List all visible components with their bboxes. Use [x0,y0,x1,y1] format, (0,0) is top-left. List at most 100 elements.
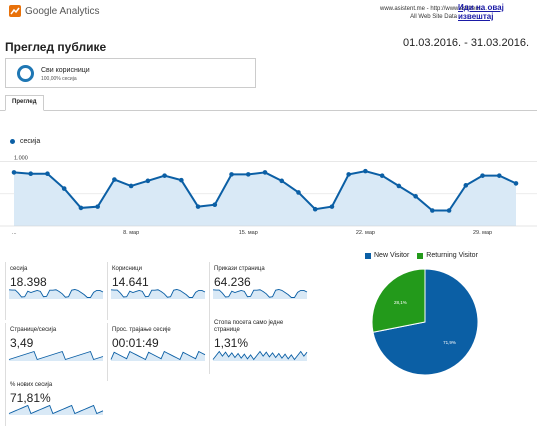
top-bar: Google Analytics www.asistent.me - http:… [0,0,537,24]
metric-name: сесија [10,266,28,272]
data-point [480,173,485,178]
sparkline [212,350,308,361]
data-point [78,205,84,211]
data-point [195,204,201,209]
metric-bounce-rate[interactable]: Стопа посета само једне странице 1,31% [209,316,308,374]
metric-value: 18.398 [10,275,47,289]
sparkline-area [9,351,103,361]
pie-slice [371,268,426,333]
metric-value: 1,31% [214,336,249,350]
data-point [128,183,134,189]
x-tick-label: 8. мар [123,230,139,236]
site-view: All Web Site Data [410,14,457,20]
logo-text: Google Analytics [25,5,100,17]
sparkline [8,289,104,299]
data-point [363,168,368,174]
data-point [245,172,251,177]
sparkline-area [111,351,205,361]
sparkline-line [212,289,308,298]
segment-card[interactable]: Сви корисници 100,00% сесија [5,58,256,88]
sparkline-line [8,404,104,415]
sparkline-line [8,289,104,298]
pie-legend-returning: Returning Visitor [426,252,478,259]
logo: Google Analytics [9,5,100,17]
data-point [346,172,351,177]
x-tick-label: 15. мар [239,230,258,236]
x-tick-label: ... [12,230,17,236]
data-point [95,204,100,209]
metric-value: 64.236 [214,275,251,289]
data-point [145,178,151,184]
data-point [112,177,117,182]
metric-avg-session-duration[interactable]: Прос. трајање сесије 00:01:49 [107,323,206,381]
sparkline-area [9,405,103,415]
sparkline [110,289,206,299]
metric-name: Прикази страница [214,266,265,272]
metric-name: Прос. трајање сесије [112,327,171,333]
sparkline-line [212,350,308,361]
data-point [179,177,184,183]
metric-name: % нових сесија [10,382,53,388]
metric-name: Корисници [112,266,142,272]
data-point [396,183,402,189]
data-point [262,170,268,175]
returning-visitor-swatch-icon [417,252,424,259]
metric-name: Странице/сесија [10,327,57,333]
data-point [45,171,50,177]
sparkline-line [110,350,206,361]
series-area [14,171,516,226]
data-point [496,173,502,178]
tab-divider [0,110,537,111]
site-url: www.asistent.me - http://www.asistent...… [380,6,488,12]
data-point [379,173,385,178]
metric-value: 71,81% [10,391,51,405]
sparkline [8,404,104,415]
metric-pageviews[interactable]: Прикази страница 64.236 [209,262,308,320]
pie-slice-label: 28,1% [394,300,407,305]
pie-legend-new: New Visitor [374,252,410,259]
sparkline-line [8,350,104,361]
data-point [279,178,285,184]
data-point [212,202,218,207]
data-point [430,208,435,213]
data-point [229,172,234,177]
date-range[interactable]: 01.03.2016. - 31.03.2016. [403,37,529,49]
site-info: www.asistent.me - http://www.asistent...… [380,5,487,21]
pie-legend: New Visitor Returning Visitor [365,252,478,259]
metric-new-sessions[interactable]: % нових сесија 71,81% [5,378,104,426]
pie-slice-label: 71,9% [443,340,456,345]
data-point [162,173,167,178]
page-title: Преглед публике [5,40,107,54]
sparkline [8,350,104,361]
y-tick-label: 1.000 [14,155,28,161]
metric-name: Стопа посета само једне странице [214,320,284,333]
legend-label: сесија [20,138,41,145]
metric-value: 00:01:49 [112,336,159,350]
metric-users[interactable]: Корисници 14.641 [107,262,206,320]
new-visitor-swatch-icon [365,252,371,259]
data-point [446,208,452,213]
data-point [61,186,67,191]
segment-ring-icon [17,65,34,82]
sparkline-line [110,289,206,298]
legend-dot-icon [10,139,15,144]
sparkline [212,289,308,299]
chart-legend: сесија [10,138,40,145]
data-point [463,183,469,188]
sparkline [110,350,206,361]
data-point [11,170,17,175]
metric-value: 3,49 [10,336,34,350]
go-to-report-link[interactable]: Иди на овај извештај [458,3,504,21]
data-point [413,194,418,199]
metric-value: 14.641 [112,275,149,289]
data-point [312,206,318,212]
tab-overview[interactable]: Преглед [5,95,44,111]
analytics-logo-icon [9,5,21,17]
visitor-type-pie-chart: 71,9% 28,1% [371,268,479,376]
metric-pages-per-session[interactable]: Странице/сесија 3,49 [5,323,104,381]
segment-name: Сви корисници [41,67,90,74]
data-point [28,171,34,177]
metric-sessions[interactable]: сесија 18.398 [5,262,104,320]
sparkline-area [213,351,307,361]
